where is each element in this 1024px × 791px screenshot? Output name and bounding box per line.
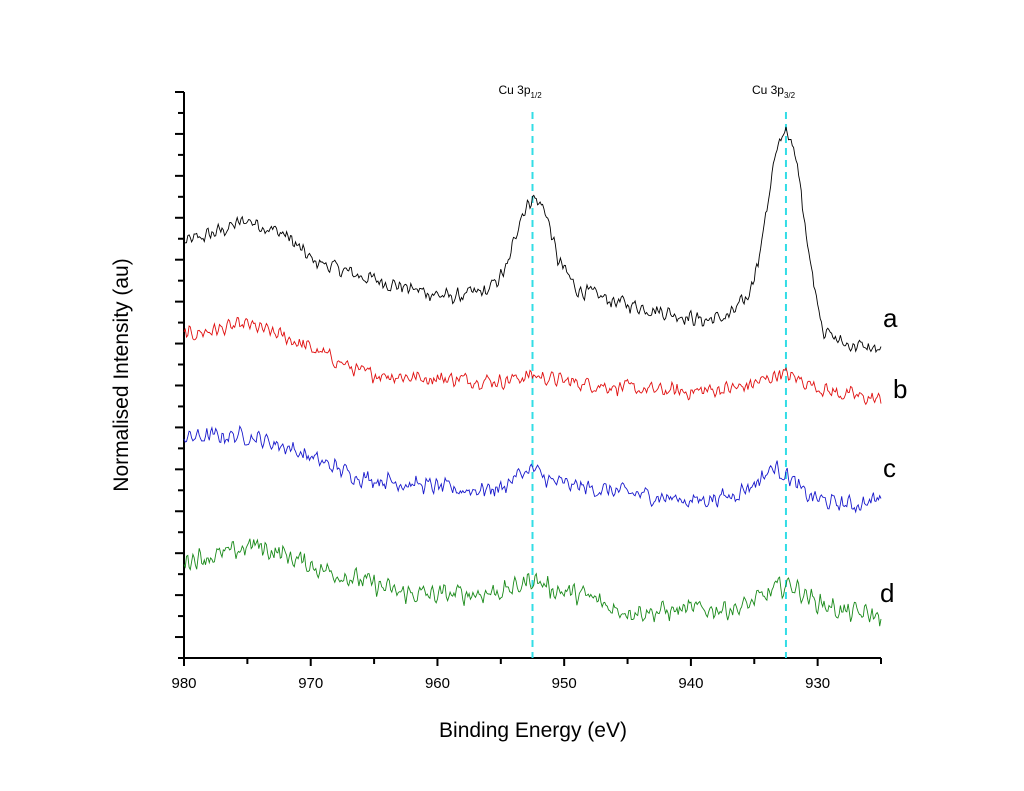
reference-line-label: Cu 3p3/2 <box>752 83 796 100</box>
x-tick-label: 950 <box>552 675 577 692</box>
series-label-a: a <box>883 303 898 333</box>
series-group <box>183 126 882 627</box>
x-tick-label: 980 <box>171 675 196 692</box>
y-axis-title: Normalised Intensity (au) <box>110 258 133 491</box>
series-labels: a b c d <box>880 303 907 608</box>
reference-line-label: Cu 3p1/2 <box>499 83 543 100</box>
reference-label-main: Cu 3p <box>499 83 531 97</box>
x-ticks: 980 970 960 950 940 930 <box>171 658 882 692</box>
x-tick-label: 940 <box>678 675 703 692</box>
reference-label-main: Cu 3p <box>752 83 784 97</box>
reference-label-sub: 3/2 <box>784 91 796 100</box>
series-label-c: c <box>883 453 896 483</box>
x-tick-label: 930 <box>805 675 830 692</box>
series-label-b: b <box>893 374 907 404</box>
x-axis-title: Binding Energy (eV) <box>439 719 627 742</box>
reference-lines: Cu 3p1/2 Cu 3p3/2 <box>499 83 796 658</box>
x-tick-label: 970 <box>298 675 323 692</box>
x-tick-label: 960 <box>425 675 450 692</box>
series-line-d <box>183 538 882 627</box>
axes: 980 970 960 950 940 930 <box>171 91 882 692</box>
y-ticks <box>175 91 184 659</box>
reference-label-sub: 1/2 <box>531 91 543 100</box>
series-line-b <box>183 316 882 406</box>
series-label-d: d <box>880 578 894 608</box>
series-line-c <box>183 424 882 514</box>
series-line-a <box>183 126 882 354</box>
